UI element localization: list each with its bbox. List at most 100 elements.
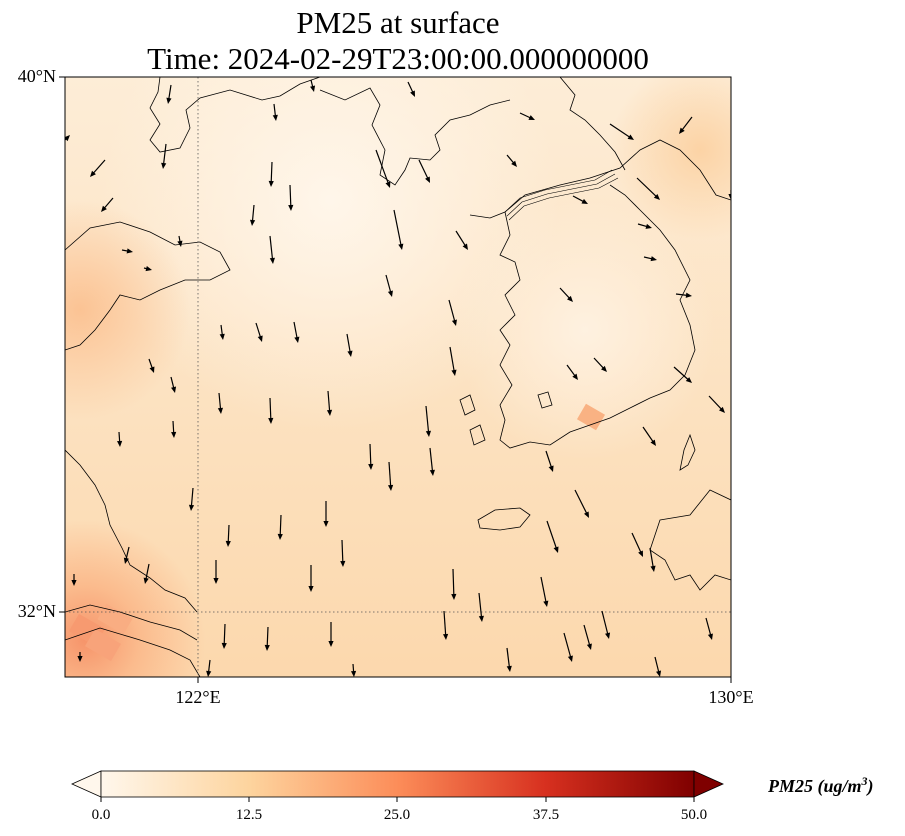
pm25-field	[65, 77, 731, 677]
wind-vector-shaft	[443, 610, 447, 638]
colorbar-min-extend	[71, 770, 102, 798]
wind-vector-shaft	[452, 568, 455, 598]
wind-vector-shaft	[506, 647, 511, 670]
wind-vector-shaft	[218, 392, 222, 412]
colorbar-tick-label: 37.5	[532, 807, 560, 823]
wind-vector-head	[268, 180, 274, 187]
wind-vector-head	[528, 115, 535, 120]
wind-vector-shaft	[190, 487, 194, 509]
wind-vector-head	[101, 205, 107, 212]
wind-vector-head	[728, 194, 731, 200]
wind-vector-head	[213, 578, 219, 584]
wind-vector-shaft	[341, 539, 344, 565]
wind-vector-shaft	[649, 547, 655, 570]
wind-vector-shaft	[583, 624, 591, 648]
wind-vector-head	[71, 580, 77, 586]
wind-vector-head	[685, 292, 692, 298]
wind-vector-head	[328, 641, 334, 647]
wind-vector-head	[583, 511, 589, 518]
wind-vector-head	[451, 593, 457, 600]
wind-vector-head	[385, 181, 391, 188]
wind-vector-shaft	[418, 159, 430, 181]
wind-vector-head	[451, 369, 457, 376]
wind-vector-shaft	[251, 204, 255, 224]
wind-vector-shaft	[574, 489, 589, 516]
wind-vector-shaft	[680, 116, 693, 132]
axis-ticks	[59, 76, 732, 683]
wind-vector-head	[543, 600, 549, 607]
colorbar-max-extend	[693, 770, 724, 798]
wind-vector-shaft	[478, 592, 483, 620]
wind-vector-shaft	[91, 159, 106, 176]
wind-vector-shaft	[642, 426, 655, 444]
wind-vector-head	[171, 386, 177, 393]
coastlines	[65, 77, 731, 677]
wind-vector-head	[572, 373, 578, 380]
colorbar-label-text: PM25 (ug/m	[768, 776, 862, 796]
wind-vector-head	[442, 633, 449, 640]
wind-vector-head	[177, 240, 183, 247]
lat-label-32n: 32°N	[17, 601, 56, 621]
wind-vector-shaft	[708, 395, 724, 412]
wind-vector-head	[567, 655, 573, 662]
wind-vector-head	[340, 560, 346, 567]
wind-vector-shaft	[546, 520, 558, 551]
wind-vector-shaft	[636, 177, 659, 199]
lon-label-122e: 122°E	[175, 687, 221, 707]
wind-vector-shaft	[375, 149, 390, 186]
wind-vector-head	[601, 365, 607, 372]
wind-vector-head	[425, 176, 430, 183]
wind-vector-head	[627, 134, 634, 140]
wind-vector-shaft	[270, 161, 273, 185]
colorbar-label: PM25 (ug/m3)	[768, 774, 874, 797]
colorbar-tick-label: 50.0	[680, 807, 708, 823]
wind-vector-head	[323, 521, 329, 527]
map-title: PM25 at surface	[296, 5, 500, 40]
wind-vector-head	[478, 615, 484, 622]
wind-vector-shaft	[540, 576, 547, 605]
wind-vector-shaft	[385, 274, 392, 295]
wind-vector-shaft	[455, 230, 467, 248]
wind-vector-head	[77, 656, 83, 662]
wind-vector-shaft	[705, 617, 712, 638]
wind-vector-head	[288, 204, 294, 211]
wind-vector-head	[90, 170, 96, 177]
wind-vector-head	[586, 643, 592, 650]
wind-vector-head	[277, 533, 283, 540]
wind-vector-head	[257, 335, 263, 342]
pm25-korea-coast-patch	[576, 403, 606, 431]
wind-vector-head	[638, 550, 643, 557]
wind-vector-head	[219, 333, 225, 340]
wind-vector-shaft	[279, 514, 282, 538]
wind-vector-head	[225, 540, 231, 547]
wind-vector-head	[206, 670, 212, 677]
border-lines	[504, 169, 619, 221]
wind-vector-head	[161, 162, 167, 169]
colorbar-tick-label: 0.0	[91, 807, 111, 823]
wind-vector-shaft	[388, 461, 392, 489]
wind-vector-head	[294, 336, 300, 343]
wind-vector-shaft	[425, 405, 430, 435]
colorbar-tick-label: 25.0	[383, 807, 411, 823]
wind-vector-head	[506, 665, 512, 672]
wind-vector-shaft	[631, 532, 643, 555]
wind-vector-head	[656, 670, 662, 677]
wind-vector-head	[645, 223, 652, 229]
wind-vector-shaft	[327, 390, 331, 414]
wind-vector-head	[650, 565, 656, 572]
colorbar-gradient	[100, 770, 695, 798]
wind-vector-head	[217, 407, 224, 414]
wind-vector-head	[650, 256, 657, 262]
map-subtitle-time: Time: 2024-02-29T23:00:00.000000000	[147, 41, 649, 76]
gridlines	[65, 77, 731, 677]
wind-vector-shaft	[269, 235, 274, 262]
wind-vector-head	[350, 670, 357, 677]
colorbar-ticks	[100, 797, 695, 802]
wind-vector-shaft	[223, 623, 226, 647]
wind-vector-head	[581, 198, 588, 204]
wind-vector-shaft	[269, 397, 272, 422]
wind-vector-head	[310, 85, 316, 92]
wind-vector-head	[605, 632, 611, 639]
wind-vector-shaft	[369, 443, 372, 468]
wind-vector-head	[707, 633, 713, 640]
